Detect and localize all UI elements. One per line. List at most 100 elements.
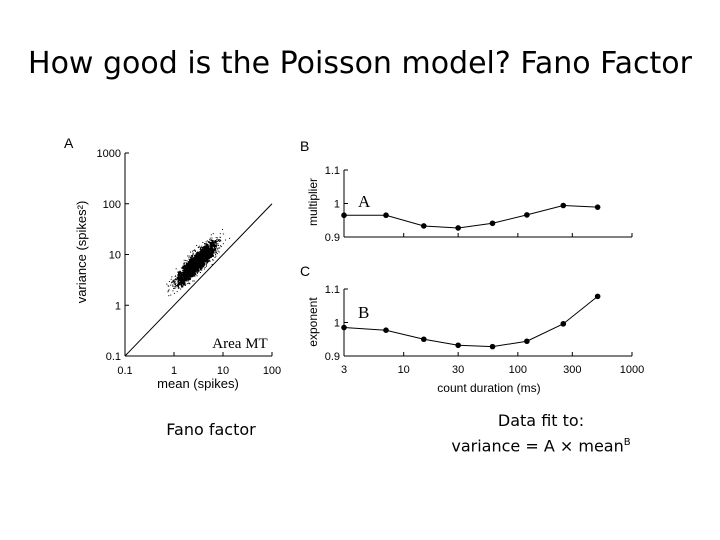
panel-a-point xyxy=(204,247,207,250)
panel-a-point xyxy=(185,266,188,269)
panel-a-point xyxy=(218,239,220,241)
panel-a-point xyxy=(198,271,200,273)
panel-a-point xyxy=(180,280,182,282)
panel-a-point xyxy=(174,283,176,285)
panel-a-point xyxy=(203,254,205,257)
panel-a-point xyxy=(172,285,174,287)
panel-a-point xyxy=(176,276,178,278)
panel-a-point xyxy=(182,279,185,281)
panel-a-point xyxy=(197,264,200,267)
panel-a-point xyxy=(189,275,192,278)
panel-a-point xyxy=(208,249,210,252)
panel-a-point xyxy=(195,263,197,266)
panel-a-point xyxy=(213,246,216,249)
panel-a-point xyxy=(190,273,192,275)
panel-a-point xyxy=(208,241,211,244)
panel-c-point xyxy=(594,293,601,300)
panel-a-point xyxy=(194,275,196,277)
panel-a-point xyxy=(177,280,180,282)
panel-a-point xyxy=(197,258,200,260)
panel-a-point xyxy=(201,255,204,257)
panel-a-point xyxy=(183,268,186,271)
panel-a-point xyxy=(218,251,220,253)
panel-a-point xyxy=(216,237,218,239)
panel-a-point xyxy=(198,256,201,259)
panel-a-point xyxy=(176,278,178,280)
panel-a-point xyxy=(200,247,202,249)
panel-a-points xyxy=(166,228,231,297)
panel-a-point xyxy=(217,241,219,243)
panel-a-point xyxy=(186,267,189,269)
panel-a-point xyxy=(168,295,170,297)
panel-a-point xyxy=(203,260,206,262)
panel-c-x-tick-label: 30 xyxy=(452,364,464,376)
panel-a-point xyxy=(219,239,221,241)
panel-a-point xyxy=(203,248,205,251)
panel-a-point xyxy=(206,261,209,264)
panel-b-inline-label: A xyxy=(358,192,371,211)
panel-a-point xyxy=(183,274,185,277)
panel-a-point xyxy=(200,257,202,260)
panel-a-point xyxy=(185,278,187,280)
panel-b-y-tick-label: 0.9 xyxy=(325,232,340,244)
panel-a-point xyxy=(193,263,195,265)
panel-a-point xyxy=(198,257,200,259)
panel-a-point xyxy=(215,242,217,244)
panel-a-point xyxy=(184,284,186,286)
panel-a-point xyxy=(177,283,179,286)
panel-a-point xyxy=(173,281,175,283)
panel-a-point xyxy=(207,246,210,249)
panel-a-point xyxy=(209,242,212,244)
panel-a-point xyxy=(194,264,196,267)
panel-a-point xyxy=(167,291,169,293)
panel-a-label: A xyxy=(64,135,74,151)
panel-a-point xyxy=(214,240,217,242)
panel-a-point xyxy=(181,277,184,280)
panel-a-point xyxy=(180,283,183,286)
panel-a-point xyxy=(192,250,194,252)
panel-a-point xyxy=(186,269,188,271)
panel-a-point xyxy=(189,256,191,258)
panel-a-point xyxy=(181,271,184,274)
panel-a-point xyxy=(211,264,213,266)
panel-a-point xyxy=(174,279,176,281)
panel-a-point xyxy=(204,250,206,253)
panel-a-point xyxy=(200,268,202,270)
panel-a-point xyxy=(201,261,204,263)
panel-a-point xyxy=(175,278,177,280)
panel-a-point xyxy=(185,283,187,285)
panel-a-point xyxy=(187,263,189,265)
panel-a-point xyxy=(191,261,194,264)
panel-a-point xyxy=(196,272,198,274)
panel-a-point xyxy=(191,264,194,266)
panel-a-point xyxy=(184,270,187,273)
panel-a-point xyxy=(220,246,222,248)
panel-a-point xyxy=(193,271,195,274)
panel-a-point xyxy=(175,282,177,284)
panel-a-point xyxy=(168,281,170,283)
panel-a-point xyxy=(219,247,221,249)
panel-b-points xyxy=(341,202,601,231)
panel-a-point xyxy=(202,251,205,253)
panel-a-point xyxy=(178,281,181,284)
panel-a-point xyxy=(178,276,181,279)
panel-a-point xyxy=(193,275,195,277)
panel-a-point xyxy=(217,244,219,246)
panel-a-point xyxy=(200,247,202,249)
panel-a-point xyxy=(222,233,224,235)
panel-a-point xyxy=(200,262,203,265)
panel-a-point xyxy=(202,262,205,265)
panel-a-point xyxy=(193,250,195,252)
panel-a-point xyxy=(211,255,214,257)
panel-c-axes: 0.9 1 1.1 3 10 30 100 300 1000 xyxy=(325,284,645,376)
panel-a-point xyxy=(202,257,204,260)
panel-a-y-tick-label: 0.1 xyxy=(106,351,121,363)
panel-a-point xyxy=(186,275,189,277)
panel-a-point xyxy=(201,250,203,253)
panel-a-point xyxy=(204,259,207,262)
panel-a-point xyxy=(177,281,180,283)
panel-a-point xyxy=(214,241,216,244)
panel-a-point xyxy=(212,242,214,244)
panel-a-point xyxy=(196,264,199,266)
panel-a-point xyxy=(211,244,214,247)
